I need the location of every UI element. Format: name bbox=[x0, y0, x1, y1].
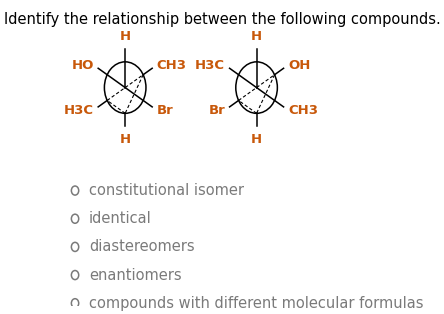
Text: Br: Br bbox=[208, 104, 225, 116]
Text: H: H bbox=[251, 133, 262, 146]
Text: identical: identical bbox=[89, 211, 151, 226]
Text: OH: OH bbox=[288, 58, 310, 72]
Text: H: H bbox=[119, 133, 131, 146]
Text: enantiomers: enantiomers bbox=[89, 268, 182, 283]
Text: Identify the relationship between the following compounds.: Identify the relationship between the fo… bbox=[4, 12, 440, 27]
Text: HO: HO bbox=[71, 58, 94, 72]
Text: H3C: H3C bbox=[195, 58, 225, 72]
Text: CH3: CH3 bbox=[288, 104, 318, 116]
Text: constitutional isomer: constitutional isomer bbox=[89, 183, 244, 198]
Text: diastereomers: diastereomers bbox=[89, 239, 194, 254]
Text: Br: Br bbox=[157, 104, 174, 116]
Text: H: H bbox=[251, 30, 262, 42]
Text: compounds with different molecular formulas: compounds with different molecular formu… bbox=[89, 296, 424, 311]
Text: H: H bbox=[119, 30, 131, 42]
Text: CH3: CH3 bbox=[157, 58, 186, 72]
Text: H3C: H3C bbox=[63, 104, 94, 116]
